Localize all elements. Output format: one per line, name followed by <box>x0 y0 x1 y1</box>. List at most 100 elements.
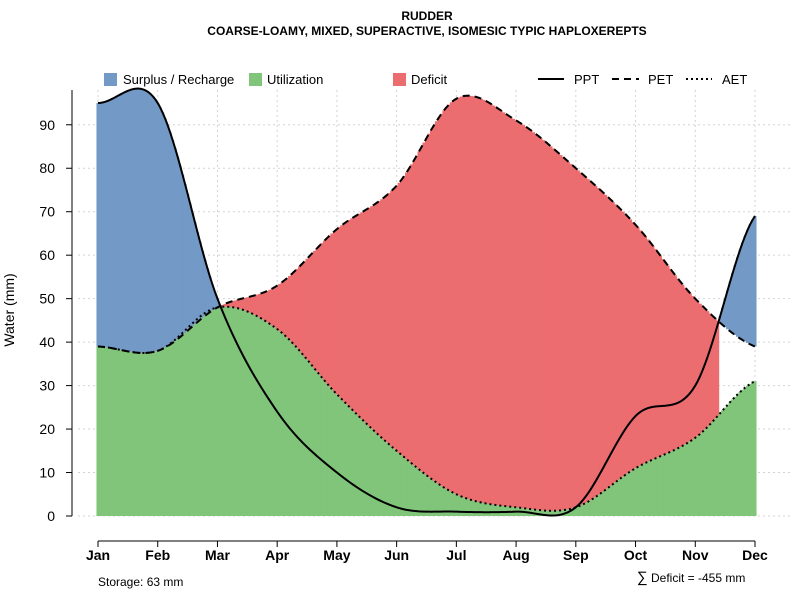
utilization-area <box>410 463 414 516</box>
surplus-area <box>133 88 137 353</box>
surplus-area <box>191 213 195 327</box>
deficit-area <box>494 107 498 506</box>
deficit-area <box>355 215 359 415</box>
utilization-area <box>434 482 438 516</box>
deficit-area <box>691 296 695 440</box>
deficit-area <box>484 101 488 504</box>
deficit-area <box>225 302 229 307</box>
utilization-area <box>156 350 160 516</box>
deficit-area <box>636 227 640 467</box>
utilization-area <box>310 365 314 516</box>
deficit-area <box>293 271 297 346</box>
utilization-area <box>701 431 705 516</box>
line-layer <box>97 87 756 517</box>
deficit-area <box>278 283 282 331</box>
utilization-area <box>437 484 441 516</box>
utilization-area <box>591 498 595 516</box>
utilization-area <box>193 320 197 516</box>
utilization-area <box>230 307 234 516</box>
deficit-area <box>270 288 274 326</box>
deficit-area <box>571 166 575 509</box>
deficit-area <box>653 249 657 459</box>
utilization-area <box>370 428 374 516</box>
deficit-area <box>482 99 486 504</box>
sum-symbol: ∑ <box>637 569 648 586</box>
utilization-area <box>716 415 720 516</box>
deficit-area <box>243 297 247 311</box>
surplus-area <box>116 95 120 350</box>
deficit-area <box>621 211 625 477</box>
utilization-area <box>753 381 757 516</box>
utilization-area <box>586 501 590 516</box>
utilization-area <box>210 308 215 516</box>
deficit-area <box>422 142 426 474</box>
surplus-area <box>173 148 177 341</box>
utilization-area <box>581 504 585 516</box>
deficit-area <box>298 266 302 351</box>
utilization-area <box>489 504 493 516</box>
deficit-area <box>619 209 623 479</box>
surplus-area <box>745 230 750 343</box>
deficit-area <box>676 278 680 449</box>
utilization-area <box>452 493 456 516</box>
series-line-pet <box>97 94 756 354</box>
utilization-area <box>322 380 327 516</box>
deficit-area <box>275 285 279 330</box>
deficit-area <box>569 163 573 509</box>
utilization-area <box>233 307 237 516</box>
utilization-area <box>372 430 376 516</box>
deficit-area <box>285 278 289 338</box>
deficit-area <box>315 248 319 372</box>
utilization-area <box>151 352 155 516</box>
y-tick-label: 70 <box>39 204 55 220</box>
utilization-area <box>454 494 458 516</box>
deficit-area <box>248 296 252 313</box>
surplus-area <box>750 219 755 346</box>
utilization-area <box>357 416 361 516</box>
utilization-area <box>365 423 369 516</box>
deficit-area <box>634 224 638 469</box>
utilization-area <box>415 467 419 516</box>
utilization-area <box>347 406 351 516</box>
deficit-area <box>228 301 232 307</box>
deficit-area <box>255 294 259 317</box>
utilization-area <box>579 505 583 516</box>
deficit-area <box>362 210 366 422</box>
utilization-area <box>706 426 710 516</box>
utilization-area <box>375 433 379 516</box>
deficit-area <box>310 253 314 366</box>
surplus-area <box>200 250 205 318</box>
deficit-area <box>686 290 690 443</box>
utilization-area <box>121 350 125 516</box>
y-tick-label: 30 <box>39 378 55 394</box>
deficit-area <box>268 289 272 324</box>
deficit-area <box>576 170 580 507</box>
utilization-area <box>178 335 182 516</box>
surplus-area <box>181 174 185 335</box>
deficit-area <box>263 292 267 321</box>
deficit-area <box>459 96 463 497</box>
deficit-area <box>449 102 453 492</box>
utilization-area <box>362 421 366 516</box>
utilization-area <box>123 350 127 516</box>
deficit-area <box>489 104 493 505</box>
utilization-area <box>549 510 553 516</box>
deficit-area <box>611 201 615 484</box>
utilization-area <box>380 437 384 516</box>
surplus-area <box>158 107 162 350</box>
utilization-area <box>596 495 600 516</box>
utilization-area <box>412 465 416 516</box>
deficit-area <box>716 320 720 416</box>
utilization-area <box>477 501 481 516</box>
utilization-area <box>235 308 239 516</box>
utilization-area <box>472 500 476 516</box>
utilization-area <box>215 307 219 516</box>
utilization-area <box>377 435 381 516</box>
deficit-area <box>280 282 284 334</box>
deficit-area <box>300 263 304 354</box>
surplus-area <box>753 216 757 347</box>
utilization-area <box>666 452 670 516</box>
surplus-area <box>743 236 747 342</box>
deficit-area <box>546 144 550 511</box>
utilization-area <box>696 435 700 516</box>
